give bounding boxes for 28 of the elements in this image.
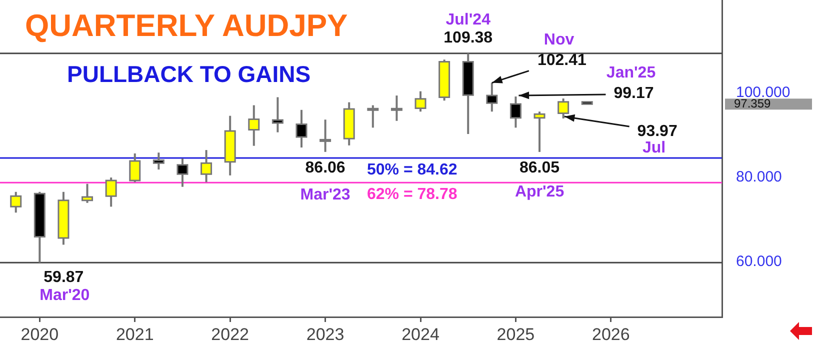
x-tick-label: 2026 <box>592 324 630 344</box>
annotation: 99.17 <box>614 84 654 102</box>
text: 97.359 <box>734 96 772 110</box>
annotation: 93.97 <box>637 122 678 140</box>
annotation: Mar'23 <box>300 186 350 204</box>
x-tick-label: 2021 <box>116 324 154 344</box>
x-tick-label: 2022 <box>211 324 249 344</box>
text: PULLBACK TO GAINS <box>67 61 311 88</box>
y-tick-label: 60.000 <box>736 253 782 270</box>
x-tick-label: 2020 <box>20 324 59 344</box>
y-tick-label: 80.000 <box>736 168 782 186</box>
annotation: Nov <box>544 31 574 48</box>
annotation: Jan'25 <box>606 64 656 82</box>
annotation: 59.87 <box>44 269 84 286</box>
annotation: 102.41 <box>537 52 586 70</box>
x-tick-label: 2024 <box>402 324 440 344</box>
ref-line-label: 50% = 84.62 <box>367 161 458 178</box>
annotation: Mar'20 <box>40 287 90 304</box>
annotation: Jul'24 <box>446 12 491 29</box>
annotation: 86.06 <box>305 159 346 176</box>
chart-title: QUARTERLY AUDJPY <box>25 8 348 44</box>
annotation: 109.38 <box>444 30 493 47</box>
x-tick-label: 2023 <box>306 324 344 344</box>
ref-line-label: 62% = 78.78 <box>367 186 458 204</box>
x-tick-label: 2025 <box>496 324 535 344</box>
annotation: Jul <box>642 139 666 156</box>
annotation: 86.05 <box>519 159 560 176</box>
annotation: Apr'25 <box>514 183 564 200</box>
